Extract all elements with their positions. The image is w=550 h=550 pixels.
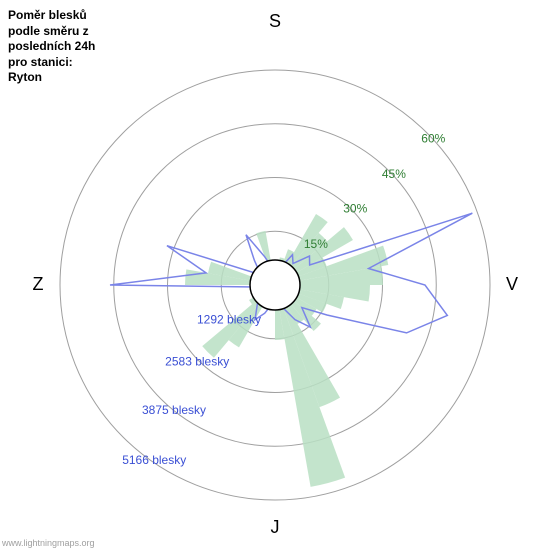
cardinal-label: J — [271, 517, 280, 537]
percent-label: 30% — [343, 202, 367, 216]
cardinal-label: V — [506, 274, 518, 294]
percent-label: 60% — [421, 131, 445, 145]
count-label: 2583 blesky — [165, 355, 229, 369]
percent-label: 15% — [304, 237, 328, 251]
cardinal-label: S — [269, 11, 281, 31]
center-hole — [250, 260, 300, 310]
percent-label: 45% — [382, 167, 406, 181]
polar-chart: S J Z V 15% 30% 45% 60% 1292 blesky 2583 blesky… — [0, 0, 550, 550]
count-label: 3875 blesky — [142, 403, 206, 417]
count-label: 5166 blesky — [122, 453, 186, 467]
cardinal-label: Z — [33, 274, 44, 294]
count-label: 1292 blesky — [197, 313, 261, 327]
